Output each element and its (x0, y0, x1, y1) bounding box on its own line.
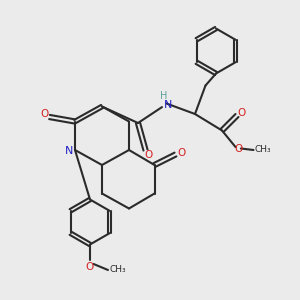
Text: O: O (86, 262, 94, 272)
Text: CH₃: CH₃ (254, 146, 271, 154)
Text: CH₃: CH₃ (109, 266, 126, 274)
Text: O: O (144, 149, 153, 160)
Text: O: O (234, 143, 243, 154)
Text: N: N (164, 100, 172, 110)
Text: O: O (40, 109, 48, 119)
Text: N: N (65, 146, 73, 157)
Text: O: O (177, 148, 186, 158)
Text: H: H (160, 91, 167, 101)
Text: O: O (237, 107, 246, 118)
